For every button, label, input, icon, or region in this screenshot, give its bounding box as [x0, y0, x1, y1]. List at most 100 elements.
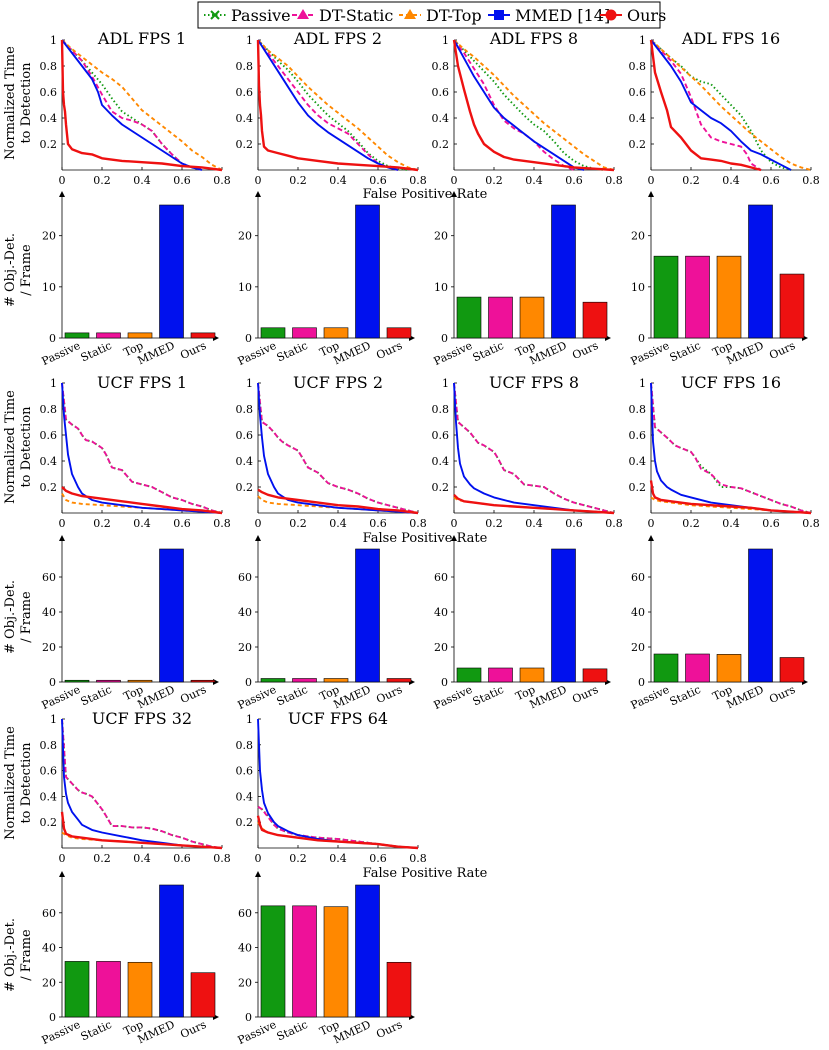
y-tick-label: 20 — [238, 230, 252, 243]
bar-ours — [386, 327, 412, 339]
category-label: Ours — [178, 1018, 208, 1041]
bar-static — [96, 961, 121, 1018]
y-tick-label: 0 — [638, 676, 645, 689]
y-tick-label: 0.8 — [40, 739, 58, 752]
category-label: Static — [471, 339, 506, 365]
line-chart-panel: ADL FPS 8 0.2 0.4 0.6 0.8 1 0 0.2 0.4 0.6 0.8 — [432, 29, 623, 187]
bar-static — [685, 255, 710, 339]
y-tick-label: 0.8 — [236, 403, 254, 416]
category-label: Static — [668, 339, 703, 365]
bar-mmed — [748, 548, 773, 683]
bar-ours — [190, 972, 216, 1018]
y-tick-label: 1 — [50, 34, 57, 47]
axis-arrow-icon — [59, 871, 65, 877]
legend: Passive DT-Static DT-Top MMED [14] Ours — [197, 1, 666, 29]
bar-ours — [582, 668, 608, 683]
x-tick-label: 0.6 — [173, 174, 191, 187]
bar-static — [292, 327, 317, 339]
triangle-marker-icon — [297, 9, 309, 19]
x-tick-label: 0.8 — [409, 517, 427, 530]
x-tick-label: 0 — [451, 517, 458, 530]
series-line-passive — [650, 382, 812, 514]
y-tick-label: 40 — [434, 606, 448, 619]
bar-mmed — [355, 884, 380, 1018]
series-line-ours — [256, 39, 419, 172]
series-line-passive — [61, 39, 203, 171]
y-tick-label: 1 — [50, 713, 57, 726]
series-line-top — [257, 39, 419, 171]
category-label: Passive — [629, 339, 672, 368]
x-tick-label: 0 — [255, 517, 262, 530]
series-line-static — [453, 382, 615, 514]
x-tick-label: 0.6 — [565, 517, 583, 530]
category-label: Ours — [374, 1018, 404, 1041]
y-tick-label: 0.6 — [40, 86, 58, 99]
x-tick-label: 0 — [255, 174, 262, 187]
x-tick-label: 0.4 — [722, 517, 740, 530]
category-label: Ours — [767, 339, 797, 362]
y-tick-label: 0.8 — [629, 403, 647, 416]
x-tick-label: 0 — [59, 517, 66, 530]
line-chart-panel: ADL FPS 16 0.2 0.4 0.6 0.8 1 0 0.2 0.4 0.6 0.8 — [629, 29, 820, 187]
y-tick-label: 0.4 — [40, 112, 58, 125]
y-tick-label: 1 — [246, 377, 253, 390]
category-label: Static — [668, 683, 703, 709]
bar-ours — [582, 301, 608, 339]
y-tick-label: 0.6 — [432, 86, 450, 99]
bar-mmed — [159, 548, 184, 683]
series-line-static — [61, 39, 203, 171]
axis-arrow-icon — [255, 191, 261, 197]
y-tick-label: 0.6 — [40, 429, 58, 442]
y-tick-label: 20 — [631, 230, 645, 243]
x-tick-label: 0.2 — [289, 174, 307, 187]
bar-passive — [653, 653, 679, 683]
x-tick-label: 0.2 — [93, 852, 111, 865]
y-tick-label: 0.8 — [236, 739, 254, 752]
category-label: Passive — [40, 683, 83, 712]
y-tick-label: 0.4 — [236, 455, 254, 468]
series-line-ours — [649, 39, 762, 172]
bar-passive — [260, 327, 286, 339]
category-label: Static — [471, 683, 506, 709]
bar-mmed — [159, 204, 184, 339]
series-line-top — [650, 39, 812, 171]
chart-title: UCF FPS 64 — [288, 709, 388, 728]
y-tick-label: 60 — [42, 571, 56, 584]
y-tick-label: 40 — [42, 606, 56, 619]
chart-title: UCF FPS 1 — [97, 373, 187, 392]
series-line-ours — [649, 480, 812, 515]
y-tick-label: 0.2 — [629, 138, 647, 151]
series-line-ours — [60, 39, 223, 172]
category-label: Passive — [236, 1018, 279, 1047]
category-label: MMED — [332, 683, 373, 711]
y-tick-label: 10 — [42, 281, 56, 294]
series-line-passive — [257, 39, 409, 171]
category-label: MMED — [528, 339, 569, 367]
legend-frame — [197, 1, 661, 29]
series-line-static — [650, 39, 762, 171]
x-tick-label: 0.6 — [762, 517, 780, 530]
x-tick-label: 0.6 — [173, 852, 191, 865]
y-tick-label: 10 — [434, 281, 448, 294]
bar-top — [127, 679, 153, 683]
bar-static — [96, 332, 121, 339]
bar-mmed — [551, 548, 576, 683]
series-line-static — [257, 382, 419, 514]
category-label: MMED — [528, 683, 569, 711]
y-tick-label: 0.8 — [40, 403, 58, 416]
chart-title: UCF FPS 32 — [92, 709, 192, 728]
legend-label-static: DT-Static — [319, 6, 393, 25]
bar-top — [519, 667, 545, 683]
x-tick-label: 0 — [648, 174, 655, 187]
legend-label-passive: Passive — [231, 6, 291, 25]
axis-arrow-icon — [451, 535, 457, 541]
y-axis-title: / Frame — [19, 929, 34, 981]
series-line-passive — [61, 718, 223, 849]
y-tick-label: 0.8 — [40, 60, 58, 73]
y-tick-label: 1 — [246, 713, 253, 726]
series-line-static — [650, 382, 812, 514]
y-tick-label: 0.8 — [432, 60, 450, 73]
category-label: MMED — [136, 683, 177, 711]
